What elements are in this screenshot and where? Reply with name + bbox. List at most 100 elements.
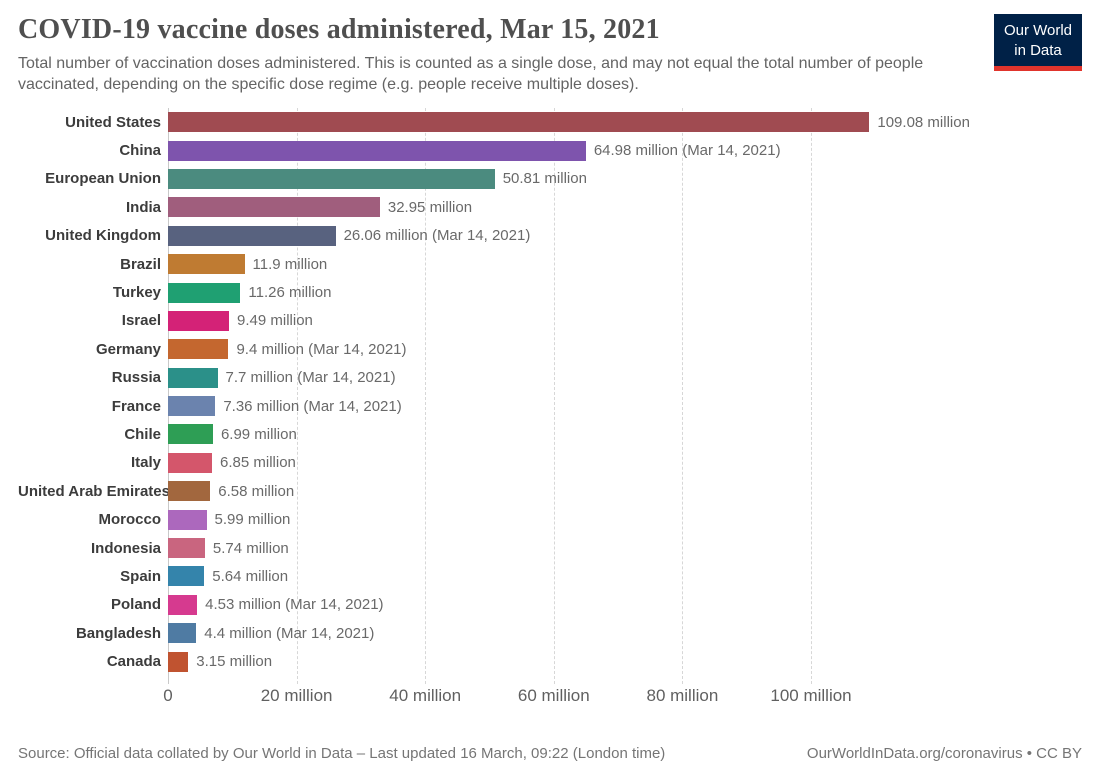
bar[interactable] — [168, 452, 213, 473]
gridline-0 — [168, 108, 169, 684]
value-label: 6.85 million — [220, 454, 296, 472]
bar[interactable] — [168, 282, 241, 303]
bar-row: India 32.95 million — [18, 193, 1082, 221]
country-label: Indonesia — [90, 539, 161, 557]
bar-chart: United States 109.08 million China 64.98 mi… — [18, 108, 1082, 710]
country-label: United Kingdom — [45, 227, 161, 245]
gridline-100 — [811, 108, 812, 684]
value-label: 6.58 million — [218, 482, 295, 500]
country-label: India — [125, 198, 161, 216]
country-label: Poland — [110, 596, 161, 614]
country-label: Chile — [124, 425, 161, 443]
country-label: Brazil — [120, 255, 161, 273]
bar-area: 11.26 million — [168, 278, 1082, 306]
bar-row: Brazil 11.9 million — [18, 250, 1082, 278]
bar-rows: United States 109.08 million China 64.98 mi… — [18, 108, 1082, 676]
country-label: Bangladesh — [75, 624, 161, 642]
value-label: 50.81 million — [502, 170, 587, 188]
bar[interactable] — [168, 396, 216, 417]
bar-area: 32.95 million — [168, 193, 1082, 221]
source-note: Source: Official data collated by Our Wo… — [18, 745, 666, 762]
bar-row: Germany 9.4 million (Mar 14, 2021) — [18, 335, 1082, 363]
x-tick-label: 60 million — [517, 685, 590, 705]
gridline-40 — [425, 108, 427, 684]
bar-row: Italy 6.85 million — [18, 449, 1082, 477]
value-label: 7.36 million (Mar 14, 2021) — [223, 397, 402, 415]
bar[interactable] — [168, 509, 207, 530]
country-label: Israel — [121, 312, 161, 330]
gridlines — [168, 108, 1082, 684]
value-label: 5.99 million — [214, 511, 291, 529]
value-label: 7.7 million (Mar 14, 2021) — [225, 369, 396, 387]
bar[interactable] — [168, 140, 586, 161]
bar[interactable] — [168, 339, 229, 360]
owid-coronavirus-link[interactable]: OurWorldInData.org/coronavirus • CC BY — [806, 745, 1082, 762]
x-tick-label: 40 million — [389, 685, 462, 705]
value-label: 9.49 million — [237, 312, 313, 330]
country-label: Russia — [111, 369, 161, 387]
value-label: 4.53 million (Mar 14, 2021) — [205, 596, 384, 614]
bar[interactable] — [168, 197, 380, 218]
bar-row: Indonesia 5.74 million — [18, 534, 1082, 562]
bar[interactable] — [168, 367, 218, 388]
value-label: 4.4 million (Mar 14, 2021) — [204, 624, 375, 642]
bar-area: 5.74 million — [168, 534, 1082, 562]
bar[interactable] — [168, 594, 198, 615]
chart-footer: Source: Official data collated by Our Wo… — [18, 745, 1082, 762]
gridline-60 — [553, 108, 555, 684]
value-label: 9.4 million (Mar 14, 2021) — [236, 340, 407, 358]
x-tick-label: 100 million — [770, 685, 852, 705]
x-tick-label: 0 — [163, 685, 173, 705]
value-label: 11.26 million — [248, 284, 332, 302]
bar[interactable] — [168, 623, 197, 644]
country-label: Spain — [120, 567, 161, 585]
owid-logo-line1: Our World — [1003, 22, 1073, 39]
bar-row: Poland 4.53 million (Mar 14, 2021) — [18, 591, 1082, 619]
value-label: 11.9 million — [252, 255, 328, 273]
bar[interactable] — [168, 424, 213, 445]
bar-row: United Arab Emirates 6.58 million — [18, 477, 1082, 505]
owid-logo-line2: in Data — [1014, 41, 1062, 59]
value-label: 5.74 million — [212, 539, 289, 557]
country-label: United States — [65, 113, 161, 131]
bar-area: 7.7 million (Mar 14, 2021) — [168, 364, 1082, 392]
bar-row: Russia 7.7 million (Mar 14, 2021) — [18, 364, 1082, 392]
x-tick-label: 80 million — [646, 685, 719, 705]
value-label: 6.99 million — [220, 425, 297, 443]
gridline-20 — [296, 108, 298, 684]
bar[interactable] — [168, 566, 205, 587]
bar-row: Morocco 5.99 million — [18, 505, 1082, 533]
bar-area: 9.49 million — [168, 307, 1082, 335]
bar-area: 109.08 million — [168, 108, 1082, 136]
value-label: 26.06 million (Mar 14, 2021) — [343, 227, 531, 245]
value-label: 32.95 million — [387, 198, 473, 216]
bar[interactable] — [168, 310, 230, 331]
bar[interactable] — [168, 168, 495, 189]
bar[interactable] — [168, 254, 245, 275]
bar-area: 50.81 million — [168, 165, 1082, 193]
bar-area: 4.4 million (Mar 14, 2021) — [168, 619, 1082, 647]
country-label: United Arab Emirates — [18, 482, 170, 500]
bar[interactable] — [168, 651, 189, 672]
bar[interactable] — [168, 225, 336, 246]
value-label: 3.15 million — [196, 653, 273, 671]
bar-area: 9.4 million (Mar 14, 2021) — [168, 335, 1082, 363]
country-label: European Union — [45, 170, 161, 188]
bar-row: Canada 3.15 million — [18, 647, 1082, 675]
x-tick-label: 20 million — [260, 685, 333, 705]
bar[interactable] — [168, 538, 205, 559]
bar[interactable] — [168, 481, 211, 502]
country-label: Morocco — [98, 511, 161, 529]
bar[interactable] — [168, 112, 870, 133]
bar-area: 6.99 million — [168, 420, 1082, 448]
chart-subtitle: Total number of vaccination doses admini… — [18, 55, 924, 94]
chart-header: COVID-19 vaccine doses administered, Mar… — [18, 14, 1082, 95]
bar-area: 4.53 million (Mar 14, 2021) — [168, 591, 1082, 619]
bar-area: 3.15 million — [168, 647, 1082, 675]
value-label: 109.08 million — [877, 113, 970, 131]
country-label: Germany — [95, 340, 161, 358]
owid-logo[interactable]: Our World in Data — [994, 14, 1082, 71]
bar-row: United States 109.08 million — [18, 108, 1082, 136]
bar-row: European Union 50.81 million — [18, 165, 1082, 193]
